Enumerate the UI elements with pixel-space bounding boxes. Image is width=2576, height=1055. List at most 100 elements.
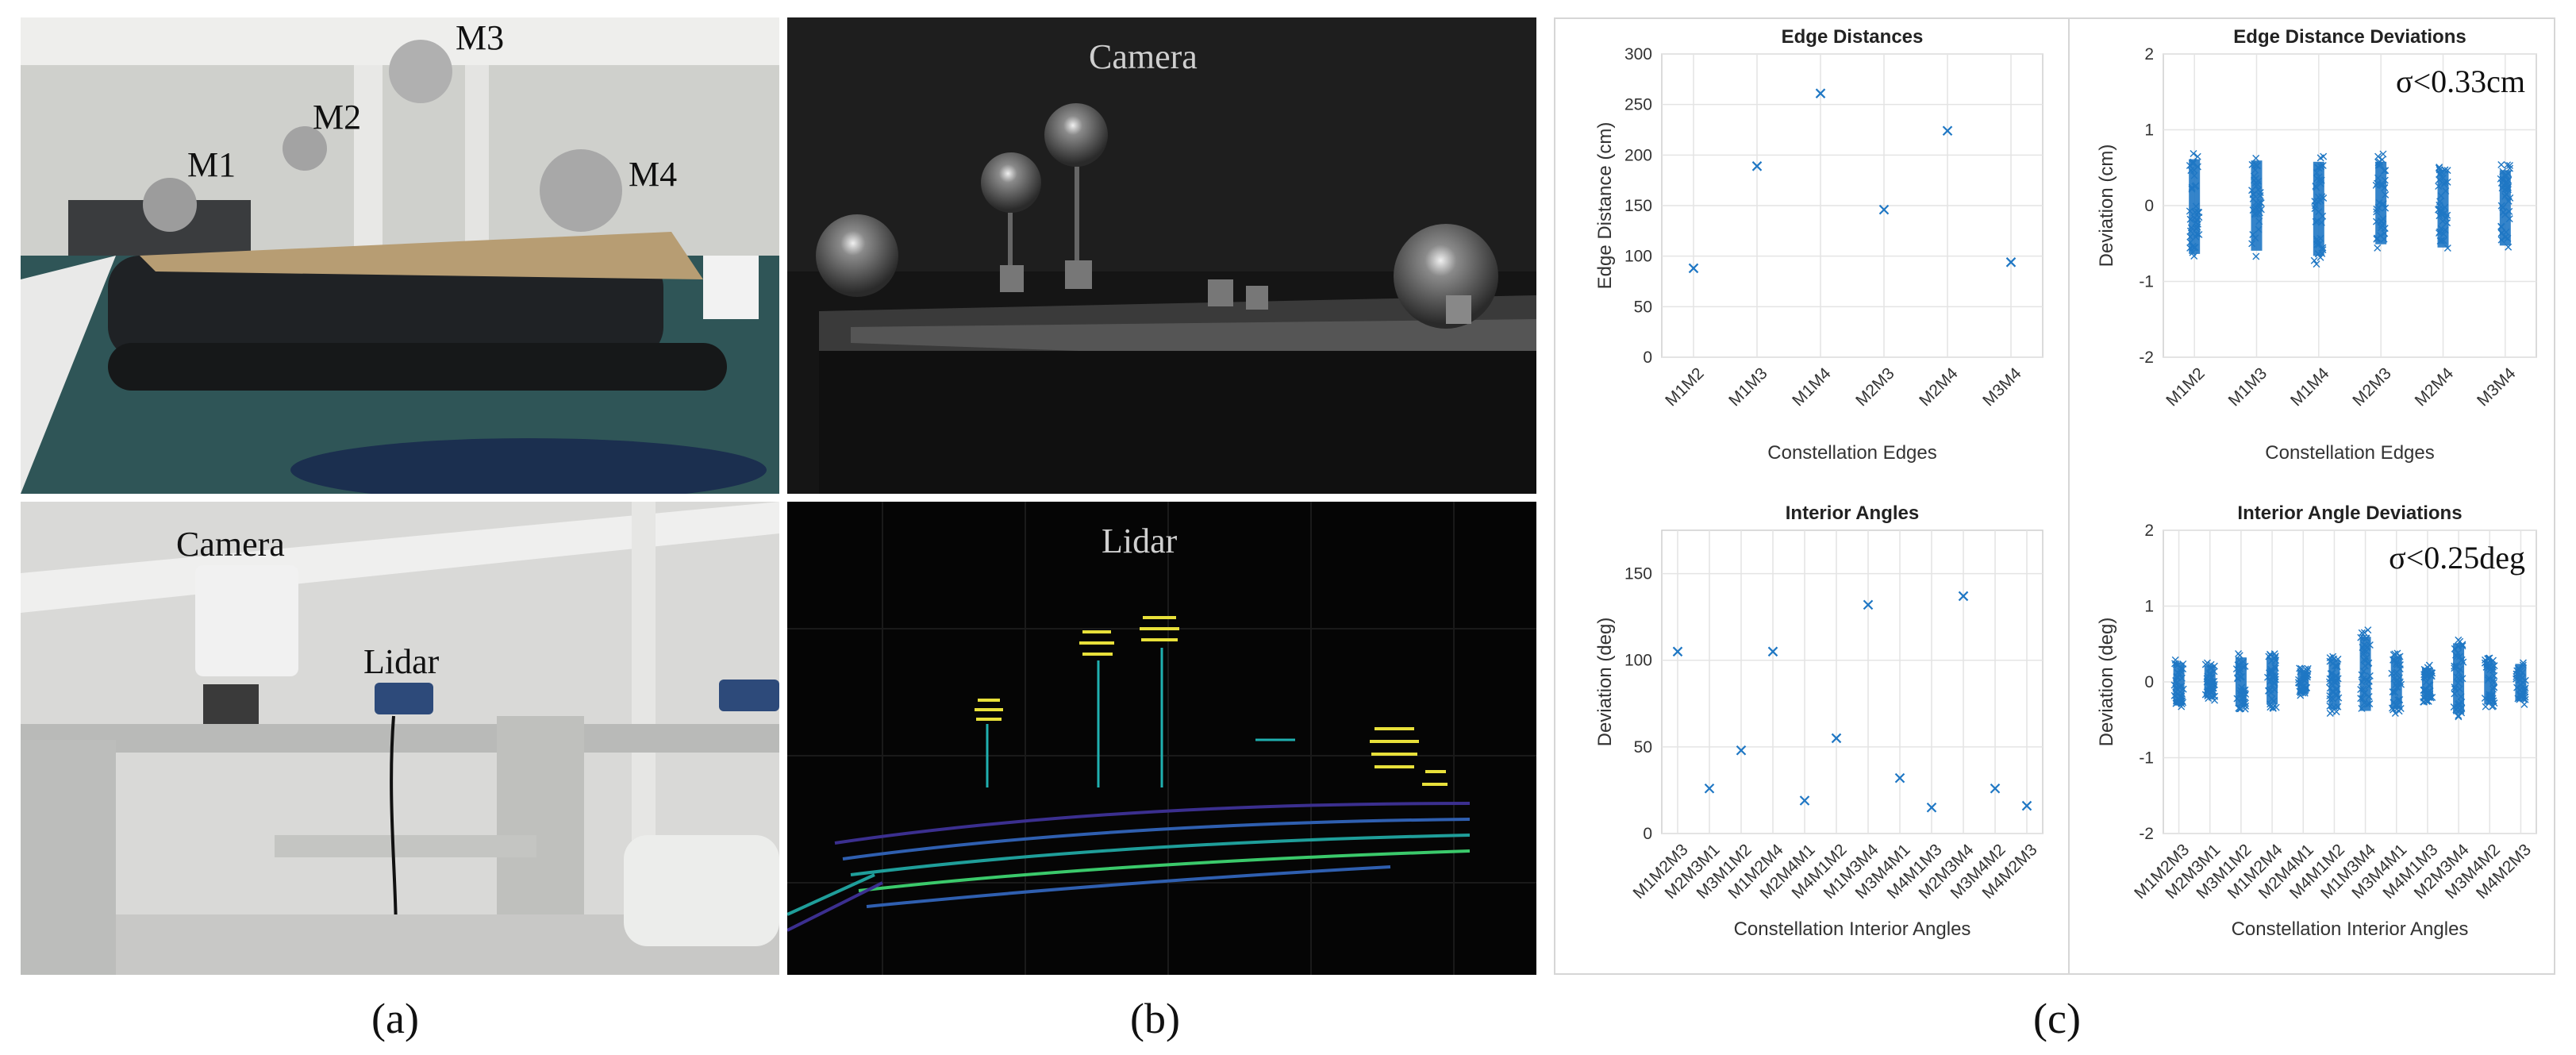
strip-point <box>2296 664 2304 672</box>
strip-point <box>2486 654 2493 662</box>
strip-point <box>2455 668 2463 676</box>
y-tick-label: 250 <box>1624 96 1652 114</box>
y-axis-label: Deviation (deg) <box>1594 618 1616 747</box>
strip-point <box>2326 709 2334 717</box>
strip-point <box>2269 704 2277 712</box>
chart-interior-angle-deviations: -2-1012M1M2M3M2M3M1M3M1M2M1M2M4M2M4M1M4M… <box>2096 502 2537 940</box>
strip-point <box>2320 152 2328 160</box>
strip-point <box>2363 676 2370 684</box>
strip-point <box>2505 197 2513 205</box>
strip-point <box>2391 656 2399 664</box>
strip-point <box>2436 164 2443 171</box>
strip-point <box>2240 698 2248 706</box>
strip-point <box>2361 662 2369 670</box>
lidar-label: Lidar <box>363 642 440 681</box>
photo-pontoon-markers: M1 M2 M3 M4 <box>21 17 779 494</box>
strip-point <box>2249 230 2257 238</box>
strip-point <box>2265 653 2273 660</box>
strip-point <box>2459 658 2467 666</box>
strip-point <box>2459 642 2466 650</box>
deviation-strip <box>2513 659 2529 708</box>
strip-point <box>2312 218 2320 225</box>
strip-point <box>2268 681 2276 689</box>
strip-point <box>2381 184 2389 192</box>
strip-point <box>2332 708 2340 716</box>
strip-point <box>2359 675 2367 683</box>
strip-point <box>2390 706 2397 714</box>
strip-point <box>2458 656 2466 664</box>
y-tick-label: 50 <box>1634 738 1652 757</box>
pontoon-illustration <box>21 17 779 494</box>
strip-point <box>2294 679 2302 687</box>
lidar-point-cloud-illustration <box>787 502 1536 975</box>
strip-point <box>2301 689 2309 697</box>
strip-point <box>2329 688 2337 696</box>
x-tick-label: M2M3 <box>1852 364 1898 410</box>
strip-point <box>2499 175 2507 183</box>
camera-view-illustration <box>787 17 1536 494</box>
deviation-strip <box>2232 650 2250 713</box>
strip-point <box>2439 175 2447 183</box>
deviation-strip <box>2248 154 2265 260</box>
y-tick-label: 1 <box>2144 598 2154 616</box>
strip-point <box>2455 713 2463 721</box>
data-point <box>1767 646 1778 657</box>
strip-point <box>2265 687 2273 695</box>
deviation-strip <box>2357 626 2374 712</box>
data-point <box>1990 783 2001 794</box>
strip-point <box>2501 233 2509 241</box>
strip-point <box>2334 675 2342 683</box>
strip-point <box>2489 656 2497 664</box>
strip-point <box>2502 178 2510 186</box>
strip-point <box>2357 695 2365 703</box>
strip-point <box>2209 684 2217 692</box>
strip-point <box>2209 678 2217 686</box>
strip-point <box>2443 167 2451 175</box>
strip-point <box>2500 208 2508 216</box>
strip-point <box>2436 201 2443 209</box>
strip-point <box>2437 208 2445 216</box>
strip-point <box>2378 180 2386 188</box>
strip-point <box>2256 191 2264 199</box>
strip-point <box>2252 252 2260 260</box>
strip-point <box>2513 667 2521 675</box>
strip-point <box>2505 170 2513 178</box>
strip-point <box>2206 664 2214 672</box>
strip-point <box>2237 687 2245 695</box>
strip-point <box>2489 683 2497 691</box>
strip-point <box>2195 231 2203 239</box>
strip-point <box>2186 233 2194 241</box>
strip-point <box>2314 164 2322 171</box>
y-axis-label: Edge Distance (cm) <box>1594 122 1616 290</box>
strip-point <box>2190 150 2197 158</box>
strip-point <box>2233 695 2241 703</box>
strip-point <box>2235 661 2243 669</box>
x-tick-label: M3M4 <box>2474 364 2520 410</box>
strip-point <box>2501 210 2509 218</box>
strip-point <box>2314 198 2322 206</box>
strip-point <box>2379 150 2387 158</box>
strip-point <box>2236 705 2244 713</box>
strip-point <box>2191 244 2199 252</box>
data-point <box>1958 591 1969 602</box>
x-tick-label: M1M2 <box>2163 364 2209 410</box>
strip-point <box>2297 679 2305 687</box>
strip-point <box>2190 171 2198 179</box>
strip-point <box>2359 667 2367 675</box>
strip-point <box>2359 634 2367 642</box>
strip-point <box>2304 671 2312 679</box>
strip-point <box>2490 672 2498 680</box>
strip-point <box>2485 664 2493 672</box>
x-tick-label: M1M3 <box>1725 364 1771 410</box>
strip-point <box>2489 666 2497 674</box>
chart-title: Interior Angle Deviations <box>2237 502 2462 524</box>
strip-point <box>2255 225 2263 233</box>
deviation-strip <box>2372 150 2390 252</box>
strip-point <box>2179 699 2187 707</box>
charts-divider <box>2068 17 2070 975</box>
strip-point <box>2513 672 2520 680</box>
strip-point <box>2178 703 2186 710</box>
strip-point <box>2298 680 2306 688</box>
x-tick-label: M3M4 <box>1979 364 2025 410</box>
strip-point <box>2359 695 2366 703</box>
